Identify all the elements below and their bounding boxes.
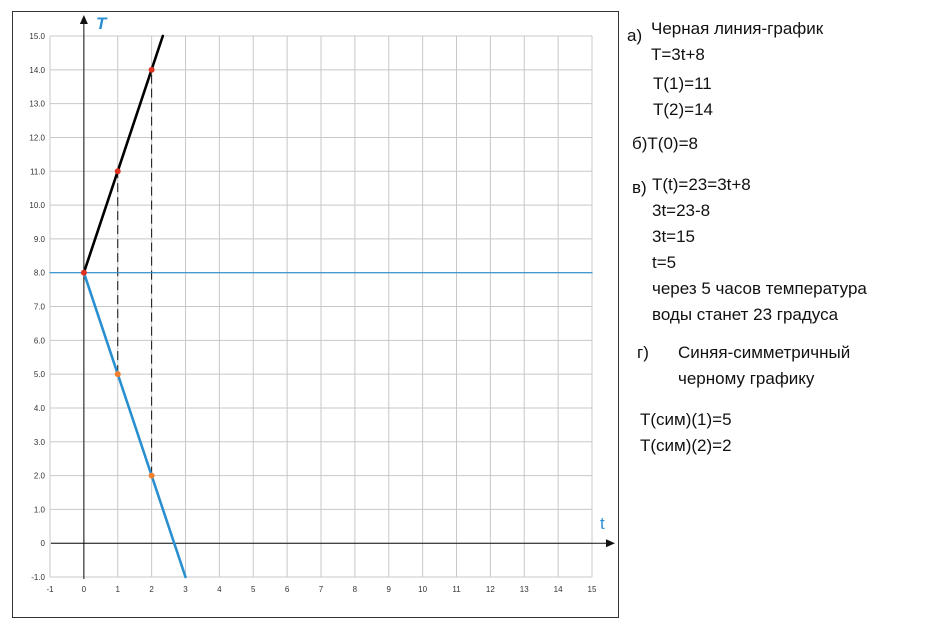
data-point <box>80 269 87 276</box>
data-point <box>148 66 155 73</box>
x-tick-label: 15 <box>588 585 597 594</box>
y-tick-label: 11.0 <box>30 167 46 176</box>
y-tick-label: 2.0 <box>34 472 46 481</box>
y-tick-label: 10.0 <box>29 201 45 210</box>
x-tick-label: 7 <box>319 585 324 594</box>
y-tick-label: 6.0 <box>34 336 46 345</box>
y-tick-label: 3.0 <box>34 438 46 447</box>
y-tick-label: 9.0 <box>34 235 46 244</box>
series-line-2 <box>82 271 187 579</box>
x-tick-label: 2 <box>149 585 154 594</box>
y-tick-label: 12.0 <box>29 133 45 142</box>
note-a-line-2: T=3t+8 <box>651 45 705 64</box>
y-tick-label: -1.0 <box>31 573 45 582</box>
note-v-marker: в) <box>632 178 647 197</box>
data-point <box>114 168 121 175</box>
note-b: б)T(0)=8 <box>632 131 698 157</box>
note-a-line-4: T(2)=14 <box>653 100 713 119</box>
x-tick-label: 11 <box>452 585 461 594</box>
x-tick-label: 12 <box>486 585 495 594</box>
note-v-line-6: воды станет 23 градуса <box>652 305 839 324</box>
note-a-line-1: Черная линия-график <box>651 19 824 38</box>
line-chart: -1 0 1 2 3 4 5 6 7 8 9 10 11 12 13 14 15-1.001.02.03.04.… <box>29 14 615 594</box>
x-tick-label: -1 <box>46 585 54 594</box>
x-axis-arrow-icon <box>606 539 615 548</box>
y-axis-label: T <box>96 14 108 33</box>
y-tick-label: 7.0 <box>34 303 46 312</box>
x-tick-label: 10 <box>418 585 427 594</box>
data-point <box>148 472 155 479</box>
x-tick-label: 8 <box>353 585 358 594</box>
x-tick-label: 0 <box>82 585 87 594</box>
y-tick-label: 5.0 <box>34 370 46 379</box>
y-tick-label: 13.0 <box>29 100 45 109</box>
note-a-line-3: T(1)=11 <box>653 74 712 93</box>
note-v-line-1: T(t)=23=3t+8 <box>652 175 751 194</box>
x-tick-label: 14 <box>554 585 563 594</box>
series-line-1 <box>82 34 165 274</box>
y-tick-label: 1.0 <box>34 505 46 514</box>
note-b-text: T(0)=8 <box>647 134 698 153</box>
note-sym-line-1: T(сим)(1)=5 <box>640 410 732 429</box>
x-tick-label: 5 <box>251 585 256 594</box>
note-g-marker: г) <box>637 343 649 362</box>
note-b-marker: б) <box>632 134 648 153</box>
x-axis-label: t <box>600 514 605 533</box>
y-tick-label: 15.0 <box>29 32 45 41</box>
chart-frame: -1 0 1 2 3 4 5 6 7 8 9 10 11 12 13 14 15 -1.0 0 1.0 2.0 3.0 4.… <box>12 11 619 618</box>
y-axis-arrow-icon <box>79 15 88 24</box>
x-tick-label: 9 <box>387 585 392 594</box>
note-sym: T(сим)(1)=5 T(сим)(2)=2 <box>640 407 732 459</box>
note-v-line-2: 3t=23-8 <box>652 201 711 220</box>
x-tick-label: 3 <box>183 585 188 594</box>
y-tick-label: 0 <box>41 539 46 548</box>
note-v-line-5: через 5 часов температура <box>652 279 867 298</box>
x-tick-label: 6 <box>285 585 290 594</box>
y-tick-label: 8.0 <box>34 269 46 278</box>
note-v-line-4: t=5 <box>652 253 677 272</box>
note-g-line-1: Синяя-симметричный <box>678 343 851 362</box>
x-tick-label: 1 <box>116 585 121 594</box>
x-tick-label: 4 <box>217 585 222 594</box>
y-tick-label: 14.0 <box>29 66 45 75</box>
y-tick-label: 4.0 <box>34 404 46 413</box>
note-a-marker: а) <box>627 26 643 45</box>
data-point <box>114 371 121 378</box>
note-v-line-3: 3t=15 <box>652 227 696 246</box>
note-sym-line-2: T(сим)(2)=2 <box>640 436 732 455</box>
x-tick-label: 13 <box>520 585 529 594</box>
note-g-line-2: черному графику <box>678 369 815 388</box>
